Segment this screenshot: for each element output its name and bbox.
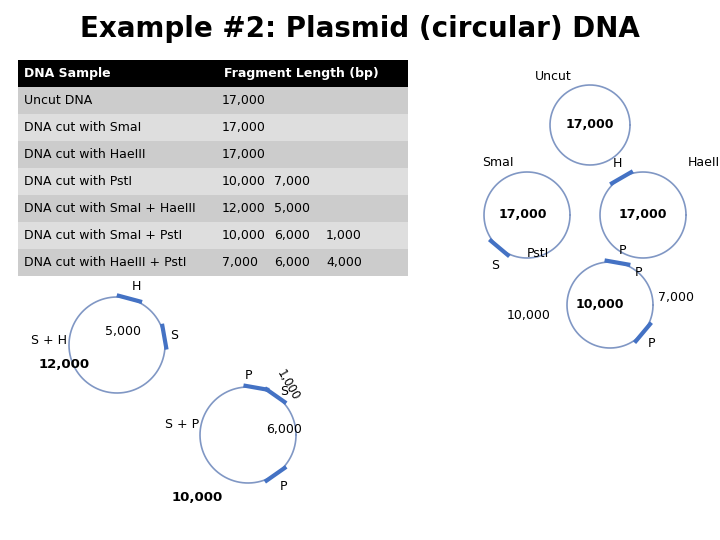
Text: 17,000: 17,000 — [566, 118, 614, 132]
FancyBboxPatch shape — [18, 87, 408, 114]
Text: P: P — [619, 244, 626, 256]
Text: DNA cut with HaeIII: DNA cut with HaeIII — [24, 148, 145, 161]
Text: SmaI: SmaI — [482, 156, 513, 169]
Text: DNA cut with PstI: DNA cut with PstI — [24, 175, 132, 188]
Text: DNA cut with SmaI: DNA cut with SmaI — [24, 121, 141, 134]
Text: 7,000: 7,000 — [274, 175, 310, 188]
Text: Example #2: Plasmid (circular) DNA: Example #2: Plasmid (circular) DNA — [80, 15, 640, 43]
Text: 17,000: 17,000 — [222, 94, 266, 107]
Text: DNA cut with HaeIII + PstI: DNA cut with HaeIII + PstI — [24, 256, 186, 269]
Text: H: H — [132, 280, 141, 293]
FancyBboxPatch shape — [18, 60, 408, 87]
Text: 6,000: 6,000 — [274, 229, 310, 242]
Text: 5,000: 5,000 — [105, 325, 141, 338]
Text: S + H: S + H — [31, 334, 67, 347]
Text: Uncut: Uncut — [535, 70, 572, 83]
Text: HaeIII: HaeIII — [688, 156, 720, 169]
FancyBboxPatch shape — [18, 222, 408, 249]
Text: S + P: S + P — [165, 418, 199, 431]
Text: P: P — [634, 266, 642, 279]
Text: P: P — [648, 337, 655, 350]
Text: P: P — [245, 369, 253, 382]
Text: P: P — [280, 480, 287, 492]
Text: S: S — [280, 385, 288, 398]
Text: H: H — [612, 158, 621, 171]
Text: 10,000: 10,000 — [222, 229, 266, 242]
Text: 6,000: 6,000 — [274, 256, 310, 269]
Text: 7,000: 7,000 — [222, 256, 258, 269]
Text: DNA Sample: DNA Sample — [24, 67, 111, 80]
Text: 10,000: 10,000 — [172, 491, 223, 504]
Text: 10,000: 10,000 — [222, 175, 266, 188]
Text: 6,000: 6,000 — [266, 423, 302, 436]
Text: PstI: PstI — [527, 247, 549, 260]
FancyBboxPatch shape — [18, 168, 408, 195]
Text: S: S — [170, 329, 179, 342]
Text: 17,000: 17,000 — [222, 148, 266, 161]
Text: 5,000: 5,000 — [274, 202, 310, 215]
Text: S: S — [492, 259, 500, 272]
Text: 4,000: 4,000 — [326, 256, 362, 269]
Text: 7,000: 7,000 — [658, 291, 694, 303]
Text: Fragment Length (bp): Fragment Length (bp) — [224, 67, 379, 80]
Text: 12,000: 12,000 — [39, 359, 90, 372]
Text: DNA cut with SmaI + HaeIII: DNA cut with SmaI + HaeIII — [24, 202, 196, 215]
Text: 17,000: 17,000 — [222, 121, 266, 134]
FancyBboxPatch shape — [18, 114, 408, 141]
Text: 10,000: 10,000 — [507, 308, 551, 321]
Text: DNA cut with SmaI + PstI: DNA cut with SmaI + PstI — [24, 229, 182, 242]
Text: 10,000: 10,000 — [576, 299, 624, 312]
Text: 12,000: 12,000 — [222, 202, 266, 215]
Text: Uncut DNA: Uncut DNA — [24, 94, 92, 107]
FancyBboxPatch shape — [18, 141, 408, 168]
Text: 17,000: 17,000 — [499, 208, 547, 221]
Text: 1,000: 1,000 — [326, 229, 362, 242]
FancyBboxPatch shape — [18, 249, 408, 276]
FancyBboxPatch shape — [18, 195, 408, 222]
Text: 17,000: 17,000 — [618, 208, 667, 221]
Text: 1,000: 1,000 — [274, 368, 302, 403]
